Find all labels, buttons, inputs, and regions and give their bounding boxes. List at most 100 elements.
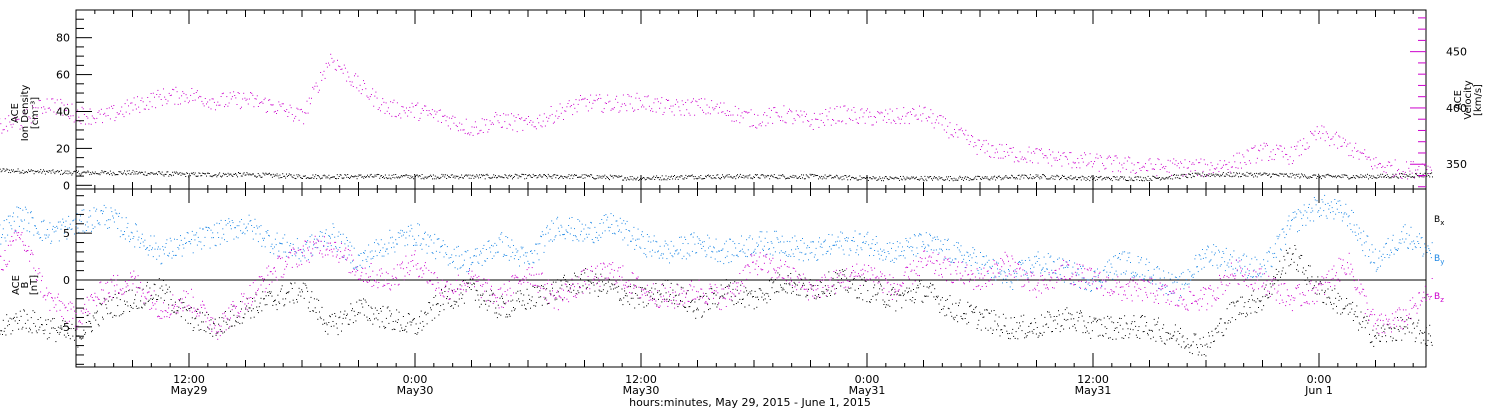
b-point-Bx	[935, 295, 937, 297]
velocity-point	[194, 99, 196, 101]
velocity-point	[1423, 176, 1424, 178]
b-point-Bx	[1072, 325, 1074, 327]
density-point	[1382, 173, 1384, 175]
density-point	[74, 170, 76, 172]
b-point-Bx	[14, 320, 16, 322]
b-point-Bx	[467, 283, 469, 285]
velocity-point	[195, 92, 197, 93]
velocity-point	[1368, 156, 1370, 158]
density-point	[1199, 173, 1201, 175]
density-point	[1029, 174, 1031, 176]
density-point	[690, 175, 691, 177]
b-point-Bx	[924, 295, 926, 297]
b-point-Bx	[329, 315, 331, 317]
velocity-point	[935, 119, 937, 121]
density-point	[741, 177, 743, 178]
b-point-Bx	[277, 294, 279, 296]
velocity-point	[490, 123, 492, 125]
b-point-Bx	[847, 291, 849, 293]
velocity-point	[580, 95, 581, 96]
velocity-point	[1042, 153, 1044, 155]
velocity-point	[1271, 158, 1273, 160]
b-point-Bx	[1124, 335, 1126, 337]
b-point-Bx	[514, 308, 516, 310]
b-point-Bx	[1163, 324, 1165, 326]
density-point	[100, 172, 102, 174]
velocity-point	[1361, 152, 1363, 154]
b-point-Bx	[1139, 337, 1141, 339]
b-point-Bx	[1041, 334, 1043, 336]
b-point-By	[70, 229, 72, 230]
velocity-point	[607, 94, 609, 96]
b-point-Bx	[740, 284, 742, 286]
density-point	[1197, 172, 1199, 174]
density-point	[445, 174, 447, 176]
velocity-point	[1061, 165, 1063, 167]
b-point-Bx	[1242, 313, 1244, 314]
density-point	[843, 178, 845, 180]
b-point-Bx	[143, 303, 145, 305]
velocity-point	[383, 101, 385, 103]
density-point	[1389, 177, 1391, 179]
density-point	[216, 176, 218, 178]
b-point-Bx	[723, 297, 725, 299]
b-point-Bx	[1148, 329, 1150, 331]
velocity-point	[972, 136, 974, 138]
density-point	[180, 174, 182, 176]
b-point-Bx	[88, 320, 90, 322]
density-point	[251, 174, 253, 176]
b-point-Bx	[68, 328, 70, 329]
b-point-Bx	[451, 305, 453, 307]
b-point-Bx	[1404, 333, 1406, 335]
b-point-Bx	[1230, 302, 1232, 304]
b-point-Bx	[167, 288, 169, 290]
velocity-point	[1113, 160, 1115, 161]
b-point-Bx	[1260, 300, 1262, 302]
b-point-By	[152, 256, 154, 258]
b-point-Bx	[1335, 297, 1337, 299]
density-point	[964, 176, 966, 178]
b-point-Bx	[1102, 334, 1103, 336]
b-point-By	[157, 246, 159, 248]
b-point-Bx	[235, 321, 237, 323]
b-point-Bx	[1071, 314, 1073, 316]
density-point	[372, 176, 374, 178]
velocity-point	[1158, 159, 1160, 161]
velocity-point	[183, 92, 185, 94]
density-point	[1430, 173, 1432, 175]
b-point-Bx	[1164, 343, 1166, 345]
b-point-Bx	[1243, 306, 1245, 308]
b-point-Bx	[1358, 322, 1360, 324]
density-point	[40, 169, 42, 171]
density-point	[1127, 180, 1129, 182]
velocity-point	[735, 120, 737, 122]
density-point	[169, 174, 171, 175]
velocity-point	[228, 102, 230, 104]
density-point	[293, 174, 295, 176]
b-point-Bx	[1254, 311, 1256, 313]
density-point	[568, 174, 570, 176]
velocity-point	[1349, 142, 1351, 144]
density-point	[133, 173, 135, 175]
b-point-Bx	[1219, 318, 1221, 320]
density-point	[1050, 176, 1052, 178]
b-point-Bx	[478, 299, 480, 301]
velocity-point	[295, 115, 297, 117]
velocity-point	[1015, 156, 1016, 158]
density-point	[392, 177, 394, 178]
b-point-Bx	[1058, 310, 1059, 312]
velocity-point	[1074, 162, 1076, 164]
velocity-point	[1082, 161, 1084, 163]
density-point	[1333, 175, 1335, 177]
density-point	[610, 175, 612, 177]
b-point-By	[125, 217, 127, 219]
velocity-point	[1246, 149, 1248, 151]
velocity-point	[320, 72, 322, 73]
density-point	[1137, 176, 1139, 178]
density-point	[567, 175, 569, 177]
density-point	[1083, 178, 1085, 180]
b-point-Bx	[1412, 323, 1414, 325]
b-point-By	[235, 227, 236, 229]
b-point-Bx	[1389, 327, 1391, 329]
velocity-point	[299, 109, 301, 111]
